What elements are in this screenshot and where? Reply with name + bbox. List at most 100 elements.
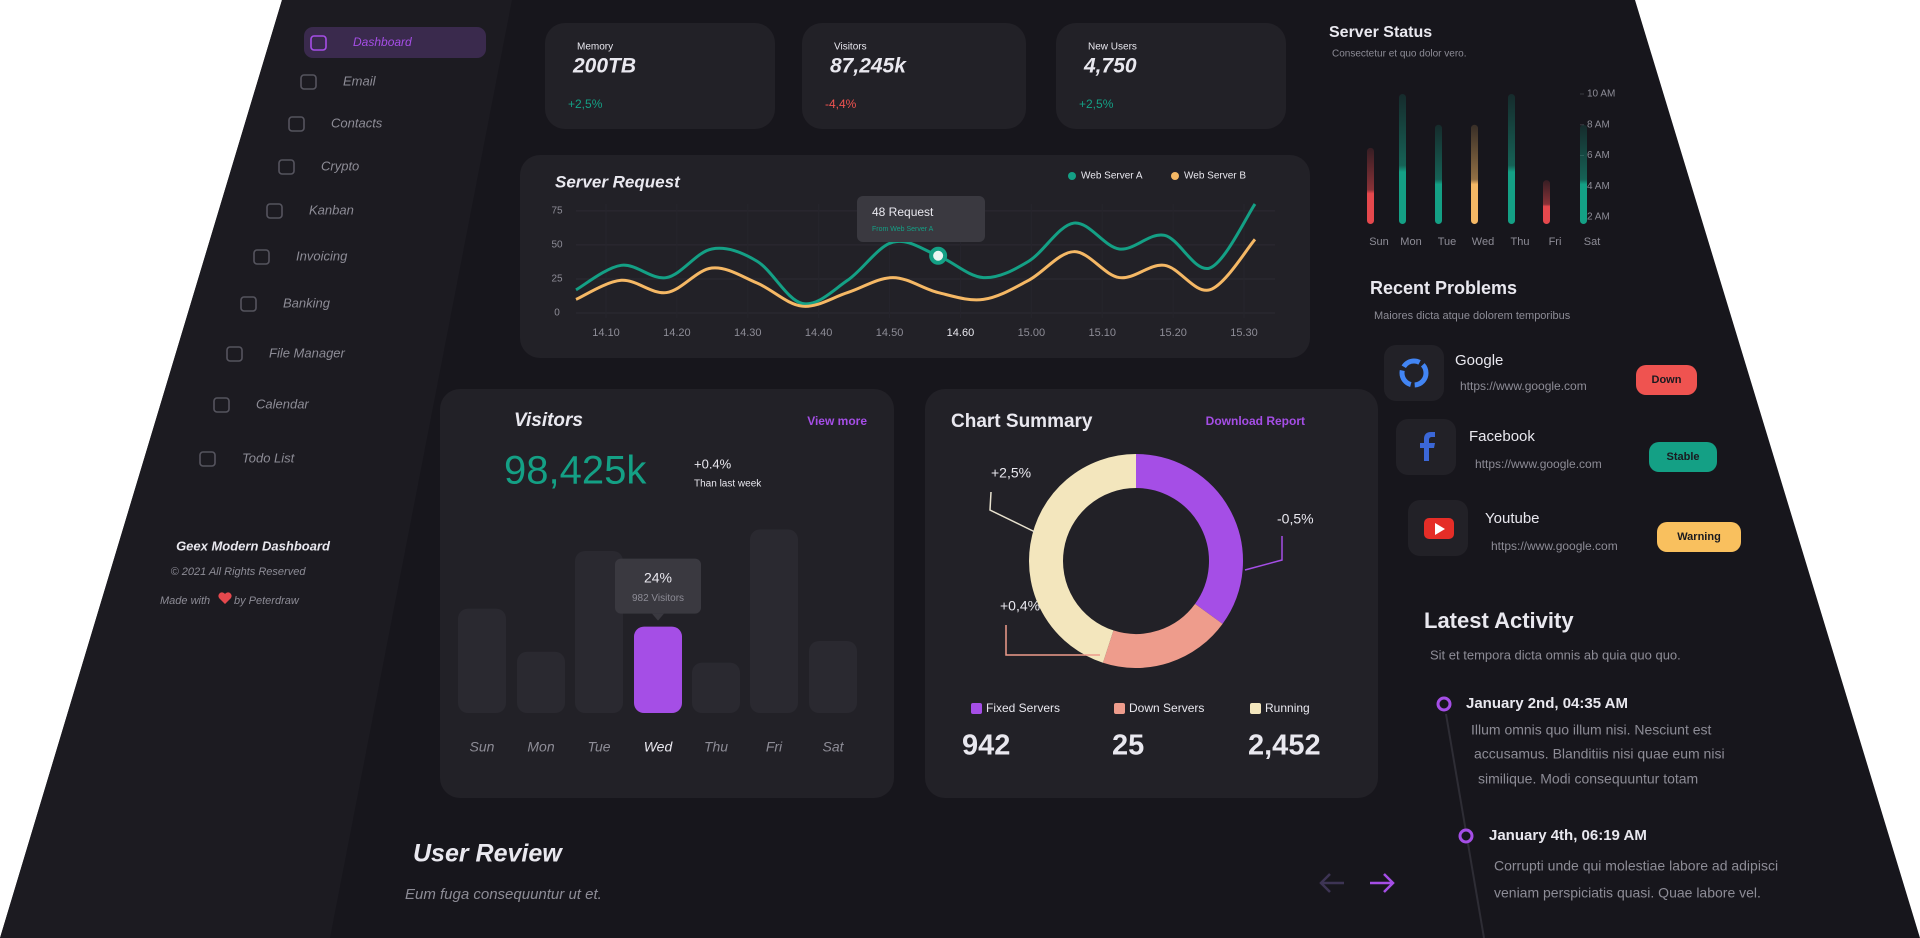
stat-label: Memory (577, 42, 613, 53)
tooltip-arrow (652, 613, 664, 621)
bar (1435, 124, 1442, 224)
bar (809, 641, 857, 713)
tooltip-subtitle: From Web Server A (872, 226, 934, 233)
nav-item[interactable]: Invoicing (296, 248, 348, 263)
y-tick-label: 0 (554, 308, 560, 319)
nav-item[interactable]: Todo List (242, 450, 296, 465)
footer-copyright: © 2021 All Rights Reserved (171, 566, 307, 578)
activity-text: similique. Modi consequuntur totam (1478, 771, 1698, 787)
legend-label: Web Server A (1081, 171, 1143, 182)
activity-date: January 4th, 06:19 AM (1489, 827, 1647, 844)
x-tick-label: 15.20 (1159, 327, 1187, 339)
section-subtitle: Maiores dicta atque dolorem temporibus (1374, 310, 1571, 322)
site-url: https://www.google.com (1460, 379, 1587, 393)
y-tick-label: 25 (551, 274, 563, 285)
section-subtitle: Sit et tempora dicta omnis ab quia quo q… (1430, 647, 1681, 662)
callout-label: +2,5% (991, 465, 1031, 481)
series-line (575, 238, 1257, 308)
legend-label: Down Servers (1129, 701, 1204, 715)
y-tick-label: 2 AM (1587, 212, 1610, 223)
big-number: 98,425k (504, 449, 647, 493)
x-tick-label: 14.30 (734, 327, 762, 339)
status-badge (1657, 522, 1741, 552)
bar (575, 551, 623, 713)
arrow-prev[interactable] (1319, 873, 1344, 893)
x-tick-label: Mon (527, 739, 554, 755)
legend-swatch (1114, 703, 1125, 714)
callout-line (1244, 536, 1283, 571)
site-url: https://www.google.com (1475, 457, 1602, 471)
link[interactable]: View more (807, 414, 867, 428)
legend-label: Web Server B (1184, 171, 1246, 182)
stat-label: Visitors (834, 42, 867, 53)
stat-label: New Users (1088, 42, 1137, 53)
y-tick-label: 10 AM (1587, 89, 1615, 100)
footer-credit: Made with (160, 595, 210, 607)
stat-change: +2,5% (568, 97, 603, 111)
nav-icon (288, 116, 305, 132)
nav-item[interactable]: Contacts (331, 115, 383, 130)
bar (1399, 94, 1406, 224)
icon-box (1384, 345, 1444, 401)
donut-segment (1135, 454, 1243, 624)
nav-item[interactable]: Calendar (256, 396, 309, 411)
y-tick-label: 4 AM (1587, 181, 1610, 192)
stat-change: -4,4% (825, 97, 857, 111)
callout-line (989, 491, 1036, 533)
status-label: Stable (1666, 451, 1699, 463)
activity-text: veniam perspiciatis quasi. Quae labore v… (1494, 885, 1761, 901)
x-tick-label: 15.10 (1088, 327, 1116, 339)
legend-swatch (1068, 172, 1076, 180)
sidebar (0, 0, 512, 938)
nav-icon (266, 203, 283, 219)
status-badge (1649, 442, 1717, 472)
timeline-dot (1436, 696, 1452, 712)
site-name: Google (1455, 352, 1503, 369)
timeline (1445, 713, 1485, 938)
stat-value: 200TB (572, 55, 636, 78)
nav-item[interactable]: Dashboard (353, 35, 412, 49)
x-tick-label: Tue (587, 739, 610, 755)
footer-title: Geex Modern Dashboard (176, 538, 331, 553)
section-title: Recent Problems (1370, 278, 1517, 298)
stat-value: 87,245k (830, 55, 907, 78)
nav-icon (253, 249, 270, 265)
y-tick-label: 6 AM (1587, 150, 1610, 161)
x-tick-label: Thu (704, 739, 728, 755)
card (1056, 23, 1286, 129)
brand-icon (1435, 523, 1445, 535)
x-tick-label: 15.30 (1230, 327, 1258, 339)
stat-value: 4,750 (1083, 55, 1137, 78)
link[interactable]: Download Report (1206, 414, 1305, 428)
donut-segment (1029, 454, 1137, 663)
activity-text: Corrupti unde qui molestiae labore ad ad… (1494, 858, 1778, 874)
change: +0.4% (694, 456, 732, 471)
section-subtitle: Eum fuga consequuntur ut et. (405, 886, 602, 903)
card (925, 389, 1378, 798)
nav-item[interactable]: Email (343, 73, 377, 88)
y-tick-label: 50 (551, 240, 563, 251)
nav-item[interactable]: Crypto (321, 158, 359, 173)
card-title: Server Request (555, 172, 681, 191)
bar (692, 662, 740, 713)
tooltip (615, 558, 701, 614)
callout-line (1005, 625, 1100, 656)
legend-label: Fixed Servers (986, 701, 1060, 715)
legend-swatch (971, 703, 982, 714)
summary-value: 942 (962, 730, 1010, 762)
nav-icon (213, 397, 230, 413)
x-tick-label: 14.20 (663, 327, 691, 339)
nav-item[interactable]: Banking (283, 295, 331, 310)
x-tick-label: Sat (1584, 236, 1601, 248)
bar (517, 651, 565, 713)
summary-value: 25 (1112, 730, 1144, 762)
x-tick-label: 14.50 (876, 327, 904, 339)
nav-item[interactable]: File Manager (269, 345, 346, 360)
arrow-next[interactable] (1370, 873, 1395, 893)
nav-icon (226, 346, 243, 362)
nav-icon (310, 35, 327, 51)
nav-item[interactable]: Kanban (309, 202, 354, 217)
x-tick-label: Wed (1472, 236, 1494, 248)
series-line (575, 203, 1257, 306)
